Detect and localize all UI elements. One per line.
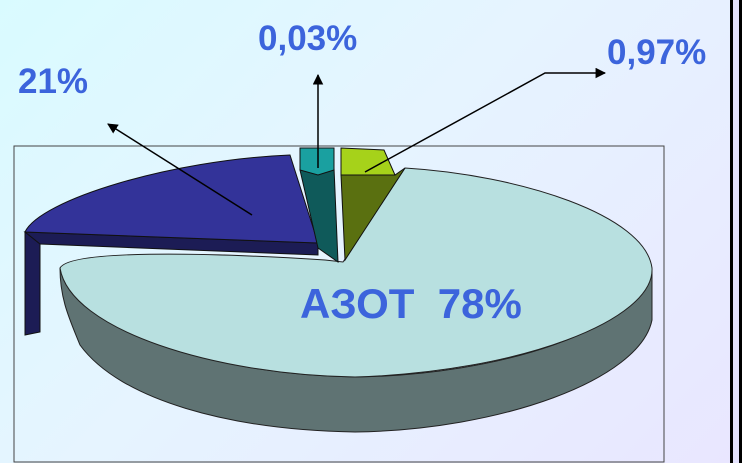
leader-097-arrow [364, 67, 607, 173]
leader-21-arrow [107, 123, 253, 216]
label-003: 0,03% [258, 19, 357, 58]
label-nitrogen: АЗОТ 78% [300, 280, 522, 327]
slice-oxygen-side [24, 231, 41, 336]
slice-small-a-top [299, 147, 335, 176]
slice-nitrogen-top [59, 167, 653, 378]
label-21: 21% [18, 62, 88, 101]
plot-area-frame [13, 145, 665, 463]
slice-oxygen-top [24, 154, 319, 244]
right-edge-gap [733, 0, 739, 463]
slice-small-b-top [340, 147, 396, 176]
label-097: 0,97% [607, 33, 706, 72]
